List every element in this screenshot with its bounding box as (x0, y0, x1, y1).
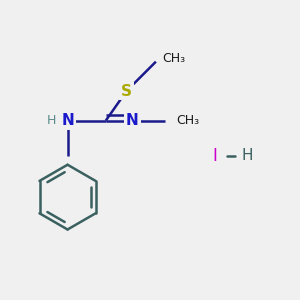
Text: N: N (61, 113, 74, 128)
Text: H: H (47, 114, 56, 127)
Text: CH₃: CH₃ (176, 114, 200, 127)
Text: I: I (212, 147, 217, 165)
Text: N: N (126, 113, 139, 128)
Text: H: H (242, 148, 253, 164)
Text: S: S (121, 84, 132, 99)
Text: CH₃: CH₃ (162, 52, 185, 65)
